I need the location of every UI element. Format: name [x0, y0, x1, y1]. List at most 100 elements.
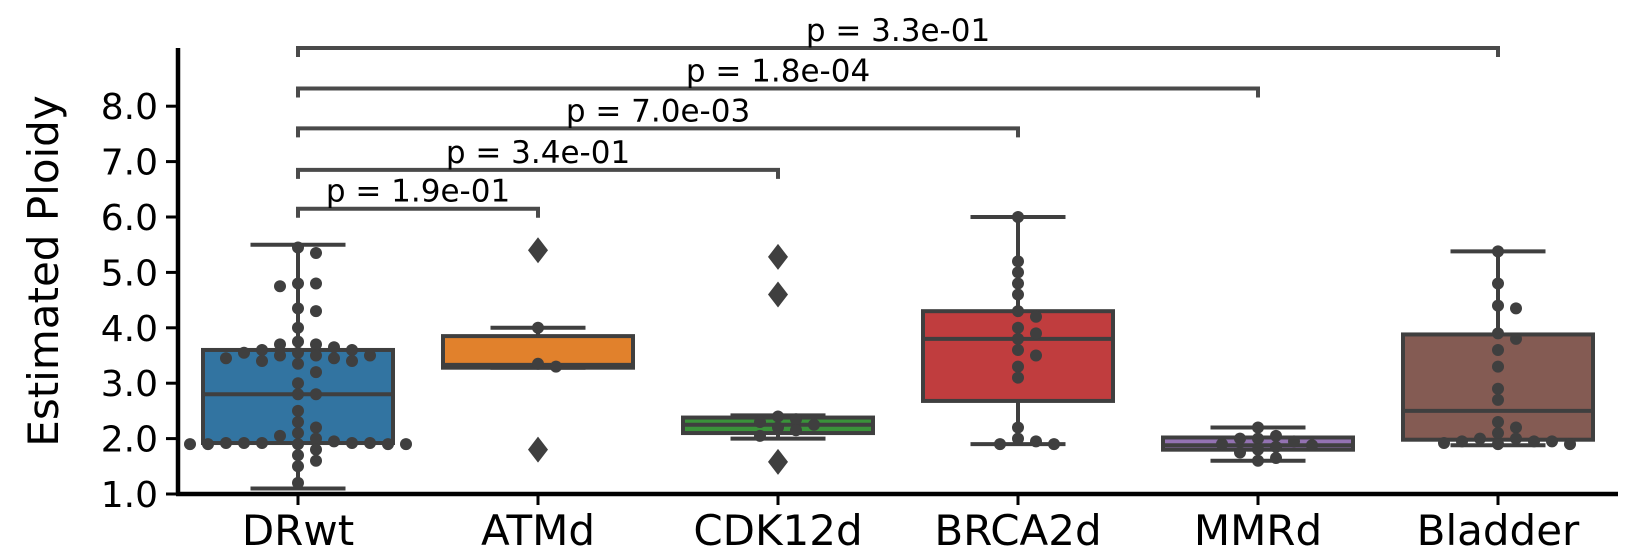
- data-point: [1306, 439, 1318, 452]
- data-point: [1528, 435, 1540, 448]
- data-point: [994, 438, 1006, 451]
- outlier-point: [768, 448, 788, 475]
- data-point: [256, 355, 268, 368]
- data-point: [1492, 245, 1504, 258]
- y-tick-label: 5.0: [101, 253, 158, 294]
- data-point: [310, 305, 322, 318]
- data-point: [1012, 360, 1024, 373]
- data-point: [328, 435, 340, 448]
- data-point: [310, 349, 322, 362]
- box-group-atmd: [441, 237, 635, 463]
- data-point: [1216, 438, 1228, 451]
- bracket-line: [296, 167, 780, 179]
- data-point: [274, 349, 286, 362]
- data-point: [1012, 211, 1024, 223]
- data-point: [1492, 277, 1504, 290]
- data-point: [310, 421, 322, 434]
- data-point: [1492, 299, 1504, 312]
- data-point: [274, 429, 286, 442]
- y-tick-label: 7.0: [101, 143, 158, 184]
- data-point: [1492, 427, 1504, 440]
- data-point: [220, 352, 232, 365]
- data-point: [202, 438, 214, 451]
- data-point: [1012, 255, 1024, 268]
- data-point: [328, 341, 340, 354]
- data-point: [292, 388, 304, 401]
- x-tick-label: MMRd: [1194, 506, 1322, 550]
- data-point: [1030, 327, 1042, 340]
- data-point: [790, 413, 802, 426]
- outlier-point: [768, 243, 788, 270]
- x-tick-label: ATMd: [481, 506, 595, 550]
- y-ticks: 1.0 2.0 3.0 4.0 5.0 6.0 7.0 8.0: [101, 87, 178, 516]
- significance-bracket: p = 3.3e-01: [296, 13, 1500, 58]
- bracket-line: [296, 86, 1260, 98]
- data-point: [1012, 321, 1024, 334]
- data-point: [238, 437, 250, 450]
- x-tick-labels: DRwt ATMd CDK12d BRCA2d MMRd Bladder: [242, 494, 1580, 550]
- data-point: [274, 338, 286, 351]
- data-point: [292, 377, 304, 390]
- data-point: [1456, 435, 1468, 448]
- x-tick-label: DRwt: [242, 506, 354, 550]
- data-point: [532, 321, 544, 334]
- data-point: [238, 346, 250, 359]
- data-point: [292, 460, 304, 473]
- data-point: [400, 438, 412, 451]
- data-point: [1438, 437, 1450, 450]
- data-point: [310, 432, 322, 445]
- data-point: [772, 410, 784, 423]
- data-point: [292, 321, 304, 334]
- data-point: [1288, 435, 1300, 448]
- data-point: [1048, 438, 1060, 451]
- data-point: [346, 355, 358, 368]
- p-value-label: p = 7.0e-03: [566, 93, 750, 129]
- data-point: [754, 429, 766, 442]
- data-point: [1492, 393, 1504, 406]
- box-group-drwt: [184, 241, 412, 491]
- data-point: [346, 437, 358, 450]
- data-point: [292, 277, 304, 290]
- data-point: [292, 438, 304, 451]
- data-point: [532, 357, 544, 370]
- y-tick-label: 4.0: [101, 309, 158, 350]
- data-point: [1030, 349, 1042, 362]
- box-group-mmrd: [1161, 421, 1355, 467]
- data-point: [1012, 305, 1024, 318]
- data-point: [310, 366, 322, 379]
- bracket-line: [296, 206, 540, 218]
- data-point: [1492, 360, 1504, 373]
- box-group-cdk12d: [681, 243, 875, 475]
- p-value-label: p = 3.3e-01: [806, 13, 990, 49]
- box-group-bladder: [1401, 245, 1595, 451]
- data-point: [310, 443, 322, 456]
- data-point: [382, 438, 394, 451]
- significance-bracket: p = 1.9e-01: [296, 174, 540, 218]
- data-point: [1252, 421, 1264, 434]
- data-point: [292, 476, 304, 489]
- data-point: [1474, 432, 1486, 445]
- data-point: [1546, 435, 1558, 448]
- data-point: [1492, 438, 1504, 451]
- data-point: [310, 338, 322, 351]
- data-point: [292, 302, 304, 315]
- data-point: [364, 437, 376, 450]
- data-point: [292, 415, 304, 428]
- p-value-label: p = 1.8e-04: [686, 53, 870, 89]
- data-point: [1234, 446, 1246, 459]
- significance-bracket: p = 7.0e-03: [296, 93, 1020, 138]
- x-tick-label: BRCA2d: [934, 506, 1101, 550]
- significance-annotations: p = 1.9e-01p = 3.4e-01 p = 7.0e-03 p = 1.8…: [296, 13, 1500, 218]
- data-point: [346, 343, 358, 356]
- y-axis-title: Estimated Ploidy: [19, 95, 68, 446]
- y-tick-label: 8.0: [101, 87, 158, 128]
- data-point: [1012, 371, 1024, 384]
- data-point: [1012, 421, 1024, 434]
- data-point: [310, 388, 322, 401]
- x-tick-label: Bladder: [1417, 506, 1580, 550]
- data-point: [1012, 343, 1024, 356]
- significance-bracket: p = 3.4e-01: [296, 135, 780, 179]
- data-point: [310, 454, 322, 467]
- data-point: [1510, 432, 1522, 445]
